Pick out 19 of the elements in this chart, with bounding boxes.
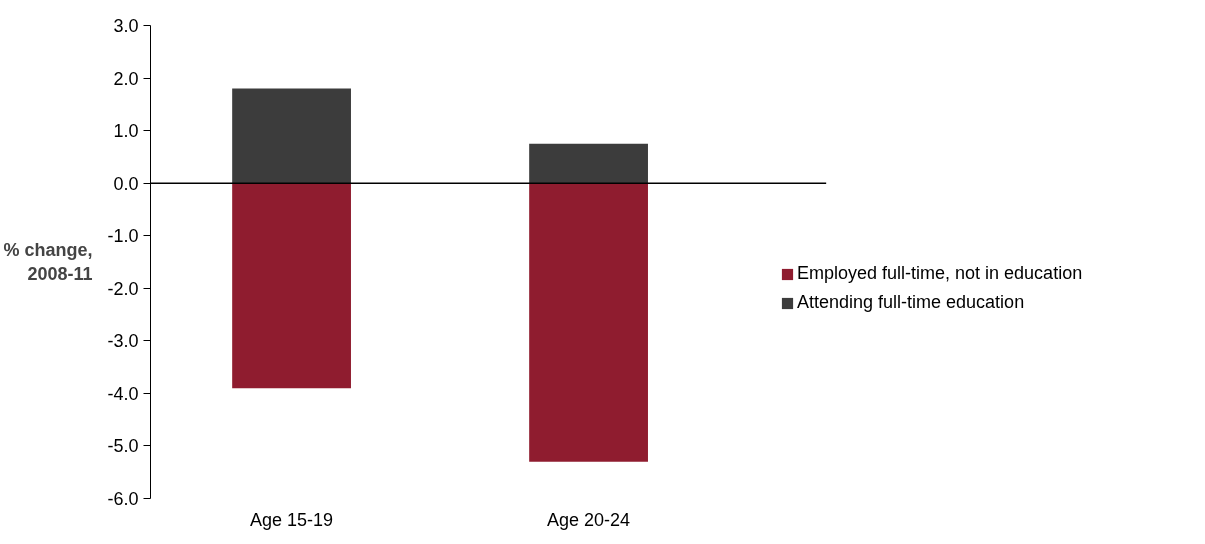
x-tick-label: Age 20-24 [547, 509, 631, 530]
bar [529, 183, 648, 462]
y-axis-title: % change, 2008-11 [3, 240, 93, 284]
x-tick-label: Age 15-19 [250, 509, 334, 530]
y-tick-label: -6.0 [107, 489, 139, 509]
y-tick-label: 0.0 [113, 173, 139, 194]
bar [232, 88, 351, 184]
y-tick-label: 1.0 [113, 121, 139, 142]
y-tick-label: -2.0 [107, 278, 139, 299]
y-tick-label: -5.0 [107, 436, 139, 457]
bar [232, 183, 351, 389]
y-tick-label: -1.0 [107, 226, 139, 247]
bar [529, 143, 648, 184]
legend-label: Employed full-time, not in education [797, 263, 1083, 284]
y-tick-label: 2.0 [113, 68, 139, 89]
y-tick-label: -4.0 [107, 383, 139, 404]
y-tick-label: -3.0 [107, 331, 139, 352]
legend-label: Attending full-time education [797, 292, 1025, 313]
y-tick-label: 3.0 [113, 16, 139, 36]
